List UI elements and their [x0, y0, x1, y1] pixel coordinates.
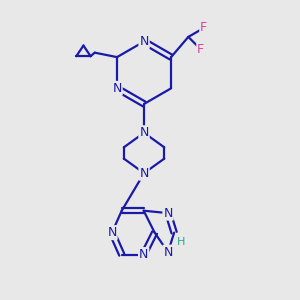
- Text: N: N: [139, 248, 148, 261]
- Text: N: N: [112, 82, 122, 95]
- Text: F: F: [200, 22, 207, 34]
- Text: H: H: [177, 237, 186, 247]
- Text: N: N: [107, 226, 117, 239]
- Text: N: N: [164, 246, 173, 259]
- Text: N: N: [140, 167, 149, 180]
- Text: N: N: [164, 207, 173, 220]
- Text: F: F: [197, 43, 204, 56]
- Text: N: N: [140, 35, 149, 48]
- Text: N: N: [140, 126, 149, 139]
